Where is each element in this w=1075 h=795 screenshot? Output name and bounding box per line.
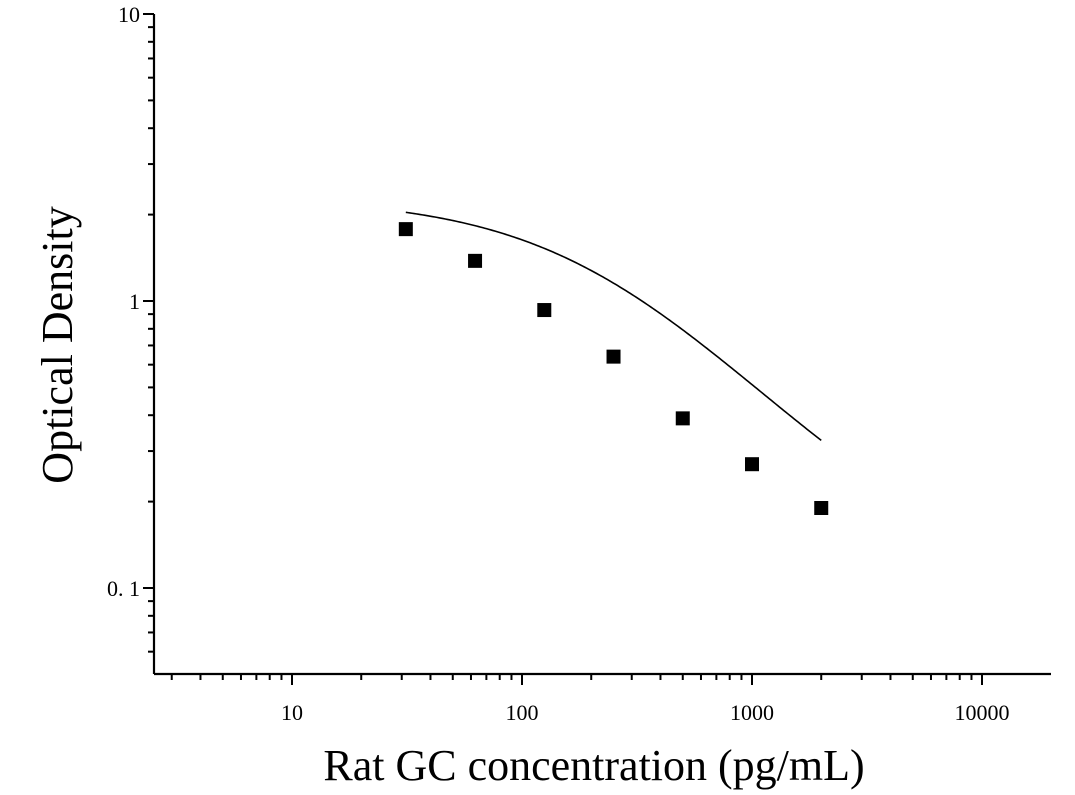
data-point — [814, 500, 829, 515]
y-axis-title: Optical Density — [33, 206, 82, 483]
y-tick-label: 1 — [129, 289, 140, 314]
x-tick-label: 100 — [506, 700, 539, 725]
x-axis-title: Rat GC concentration (pg/mL) — [323, 741, 864, 790]
y-tick-label: 0. 1 — [107, 576, 140, 601]
data-point — [606, 349, 621, 364]
fit-curve-layer — [405, 211, 822, 441]
axes-layer — [143, 13, 1051, 685]
data-point — [468, 253, 483, 268]
data-point — [398, 222, 413, 237]
data-point — [675, 411, 690, 426]
x-tick-label: 10 — [281, 700, 303, 725]
y-tick-label: 10 — [118, 2, 140, 27]
data-point — [537, 303, 552, 318]
data-point — [745, 457, 759, 472]
fit-curve-line — [405, 211, 822, 441]
x-tick-label: 1000 — [730, 700, 774, 725]
data-points-layer — [398, 222, 829, 515]
x-tick-label: 10000 — [955, 700, 1010, 725]
tick-labels-layer: 10 100 1000 10000 0. 1 1 10 — [107, 2, 1010, 725]
